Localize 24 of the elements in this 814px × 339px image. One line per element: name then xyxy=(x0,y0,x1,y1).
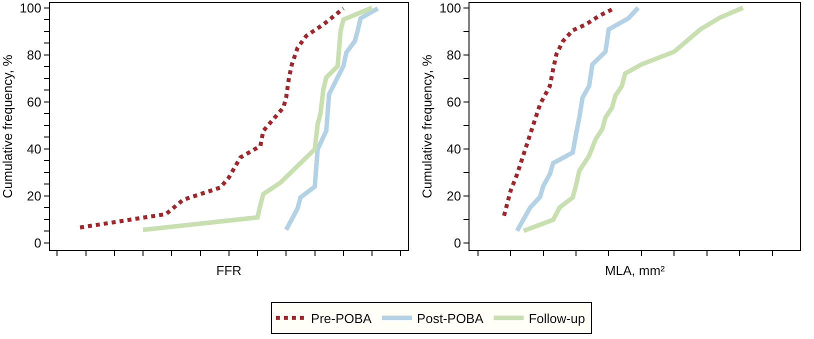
x-axis-title: MLA, mm² xyxy=(604,263,666,278)
line-series xyxy=(514,6,640,234)
x-axis-title: FFR xyxy=(216,263,242,278)
y-tick-label: 80 xyxy=(446,47,462,62)
y-axis-title: Cumulative frequency, % xyxy=(0,54,15,198)
legend-label: Pre-POBA xyxy=(310,311,372,326)
y-tick-label: 80 xyxy=(26,47,42,62)
y-tick-label: 60 xyxy=(26,94,42,110)
y-tick-label: 40 xyxy=(446,141,462,156)
y-tick-label: 20 xyxy=(446,188,462,204)
y-tick-label: 0 xyxy=(454,235,462,250)
line-series xyxy=(78,6,346,230)
legend-label: Post-POBA xyxy=(416,311,484,326)
y-tick-label: 100 xyxy=(20,0,42,16)
legend-label: Follow-up xyxy=(528,311,586,326)
y-tick-label: 100 xyxy=(439,0,462,16)
y-axis-title: Cumulative frequency, % xyxy=(419,54,434,198)
y-tick-label: 0 xyxy=(34,235,42,250)
y-tick-label: 20 xyxy=(26,188,42,204)
y-tick-label: 60 xyxy=(446,94,462,110)
line-series xyxy=(140,6,374,232)
y-tick-label: 40 xyxy=(26,141,42,156)
line-series xyxy=(284,6,380,232)
line-series xyxy=(521,6,746,234)
